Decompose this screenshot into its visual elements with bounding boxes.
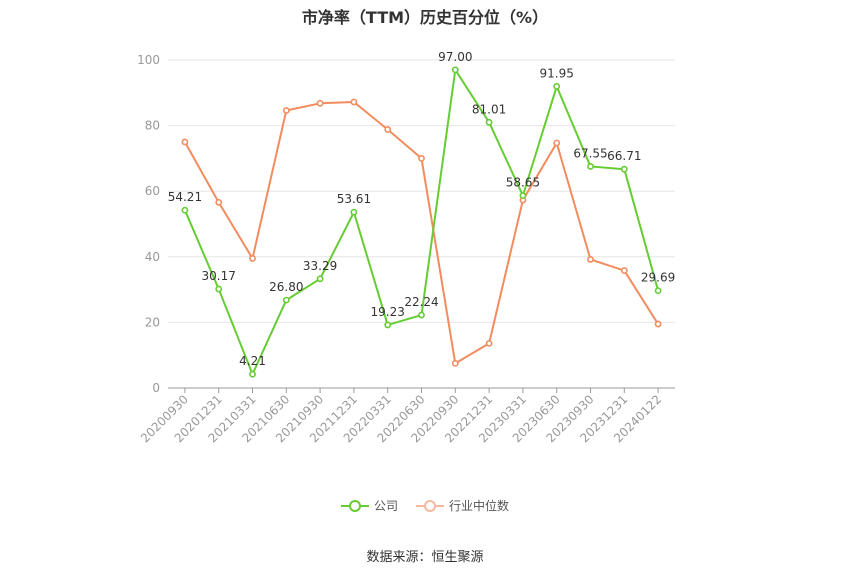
y-tick-label: 0 <box>152 381 160 395</box>
series-line-company <box>183 68 660 376</box>
data-source: 数据来源：恒生聚源 <box>366 550 484 565</box>
data-point-company <box>587 163 594 170</box>
data-label-company: 97.00 <box>438 50 472 64</box>
data-point-industry <box>316 99 324 107</box>
data-point-company <box>384 321 392 329</box>
data-label-company: 33.29 <box>303 259 337 273</box>
data-point-industry <box>384 126 392 133</box>
legend-swatch-company <box>340 499 369 513</box>
data-point-industry <box>181 138 189 146</box>
data-label-company: 91.95 <box>540 66 574 80</box>
data-point-company <box>654 287 662 295</box>
data-label-company: 67.55 <box>573 146 607 160</box>
data-label-company: 81.01 <box>472 102 506 116</box>
data-point-company <box>519 192 527 200</box>
data-point-industry <box>654 320 662 328</box>
data-label-company: 26.80 <box>269 280 303 294</box>
data-point-company <box>215 285 223 293</box>
y-tick-label: 40 <box>145 250 160 264</box>
data-point-company <box>249 370 256 378</box>
data-point-industry <box>451 359 459 367</box>
chart-title: 市净率（TTM）历史百分位（%） <box>301 8 549 27</box>
legend-item-industry[interactable]: 行业中位数 <box>416 497 509 514</box>
data-label-company: 29.69 <box>641 271 675 285</box>
data-point-company <box>316 275 324 283</box>
data-point-company <box>181 206 189 214</box>
y-tick-label: 20 <box>145 315 160 329</box>
data-point-company <box>350 208 358 216</box>
data-label-company: 4.21 <box>239 354 266 368</box>
chart-legend: 公司 行业中位数 <box>0 497 850 514</box>
data-point-company <box>620 165 628 173</box>
data-label-company: 22.24 <box>404 295 438 309</box>
data-label-company: 53.61 <box>337 192 371 206</box>
data-point-industry <box>215 198 223 206</box>
line-chart: 0204060801002020093020201231202103312021… <box>137 50 675 445</box>
legend-item-company[interactable]: 公司 <box>340 497 398 514</box>
data-label-company: 54.21 <box>168 190 202 204</box>
data-label-company: 66.71 <box>607 149 641 163</box>
data-point-company <box>451 66 459 74</box>
series-line-industry <box>184 100 659 365</box>
data-point-industry <box>587 256 594 263</box>
legend-label-industry: 行业中位数 <box>449 499 510 513</box>
legend-swatch-industry <box>416 499 444 513</box>
data-point-industry <box>620 267 628 274</box>
data-point-company <box>418 311 425 319</box>
data-point-company <box>282 296 290 304</box>
data-point-industry <box>350 98 358 106</box>
data-point-industry <box>249 255 256 262</box>
y-tick-label: 60 <box>145 184 160 198</box>
data-point-industry <box>282 107 290 114</box>
data-point-company <box>485 118 493 126</box>
legend-label-company: 公司 <box>373 499 398 513</box>
y-tick-label: 80 <box>145 119 160 133</box>
data-label-company: 58.65 <box>506 176 540 190</box>
data-point-industry <box>553 139 561 147</box>
y-tick-label: 100 <box>137 53 160 67</box>
data-label-company: 30.17 <box>202 269 236 283</box>
data-label-company: 19.23 <box>371 305 405 319</box>
data-point-industry <box>485 339 493 347</box>
data-point-company <box>553 83 561 90</box>
data-point-industry <box>418 154 425 162</box>
